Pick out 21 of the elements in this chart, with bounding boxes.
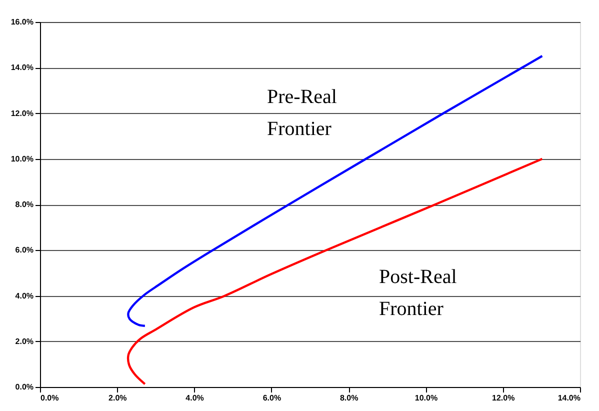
x-tick-label: 10.0% <box>414 394 438 402</box>
x-tick-label: 2.0% <box>108 394 127 402</box>
y-tick-label: 14.0% <box>10 63 34 72</box>
line-series <box>127 54 544 327</box>
x-tick-label: 6.0% <box>262 394 282 402</box>
annotation: Post-Real Frontier <box>379 266 458 320</box>
y-tick-label: 4.0% <box>15 291 34 300</box>
y-tick-label: 2.0% <box>15 336 34 346</box>
y-tick-label: 16.0% <box>10 18 34 26</box>
x-tick-label: 14.0% <box>558 394 580 402</box>
annotation: Pre-Real Frontier <box>267 86 338 140</box>
y-tick-label: 6.0% <box>15 246 34 255</box>
x-tick-label: 4.0% <box>186 394 204 402</box>
y-tick-label: 10.0% <box>10 154 34 164</box>
x-tick-label: 12.0% <box>492 394 515 402</box>
x-tick-label: 8.0% <box>340 394 358 402</box>
y-tick-label: 8.0% <box>15 200 34 209</box>
x-tick-label: 0.0% <box>40 394 59 402</box>
y-tick-label: 0.0% <box>15 382 34 392</box>
y-tick-label: 12.0% <box>10 108 34 118</box>
line-series <box>126 158 544 386</box>
